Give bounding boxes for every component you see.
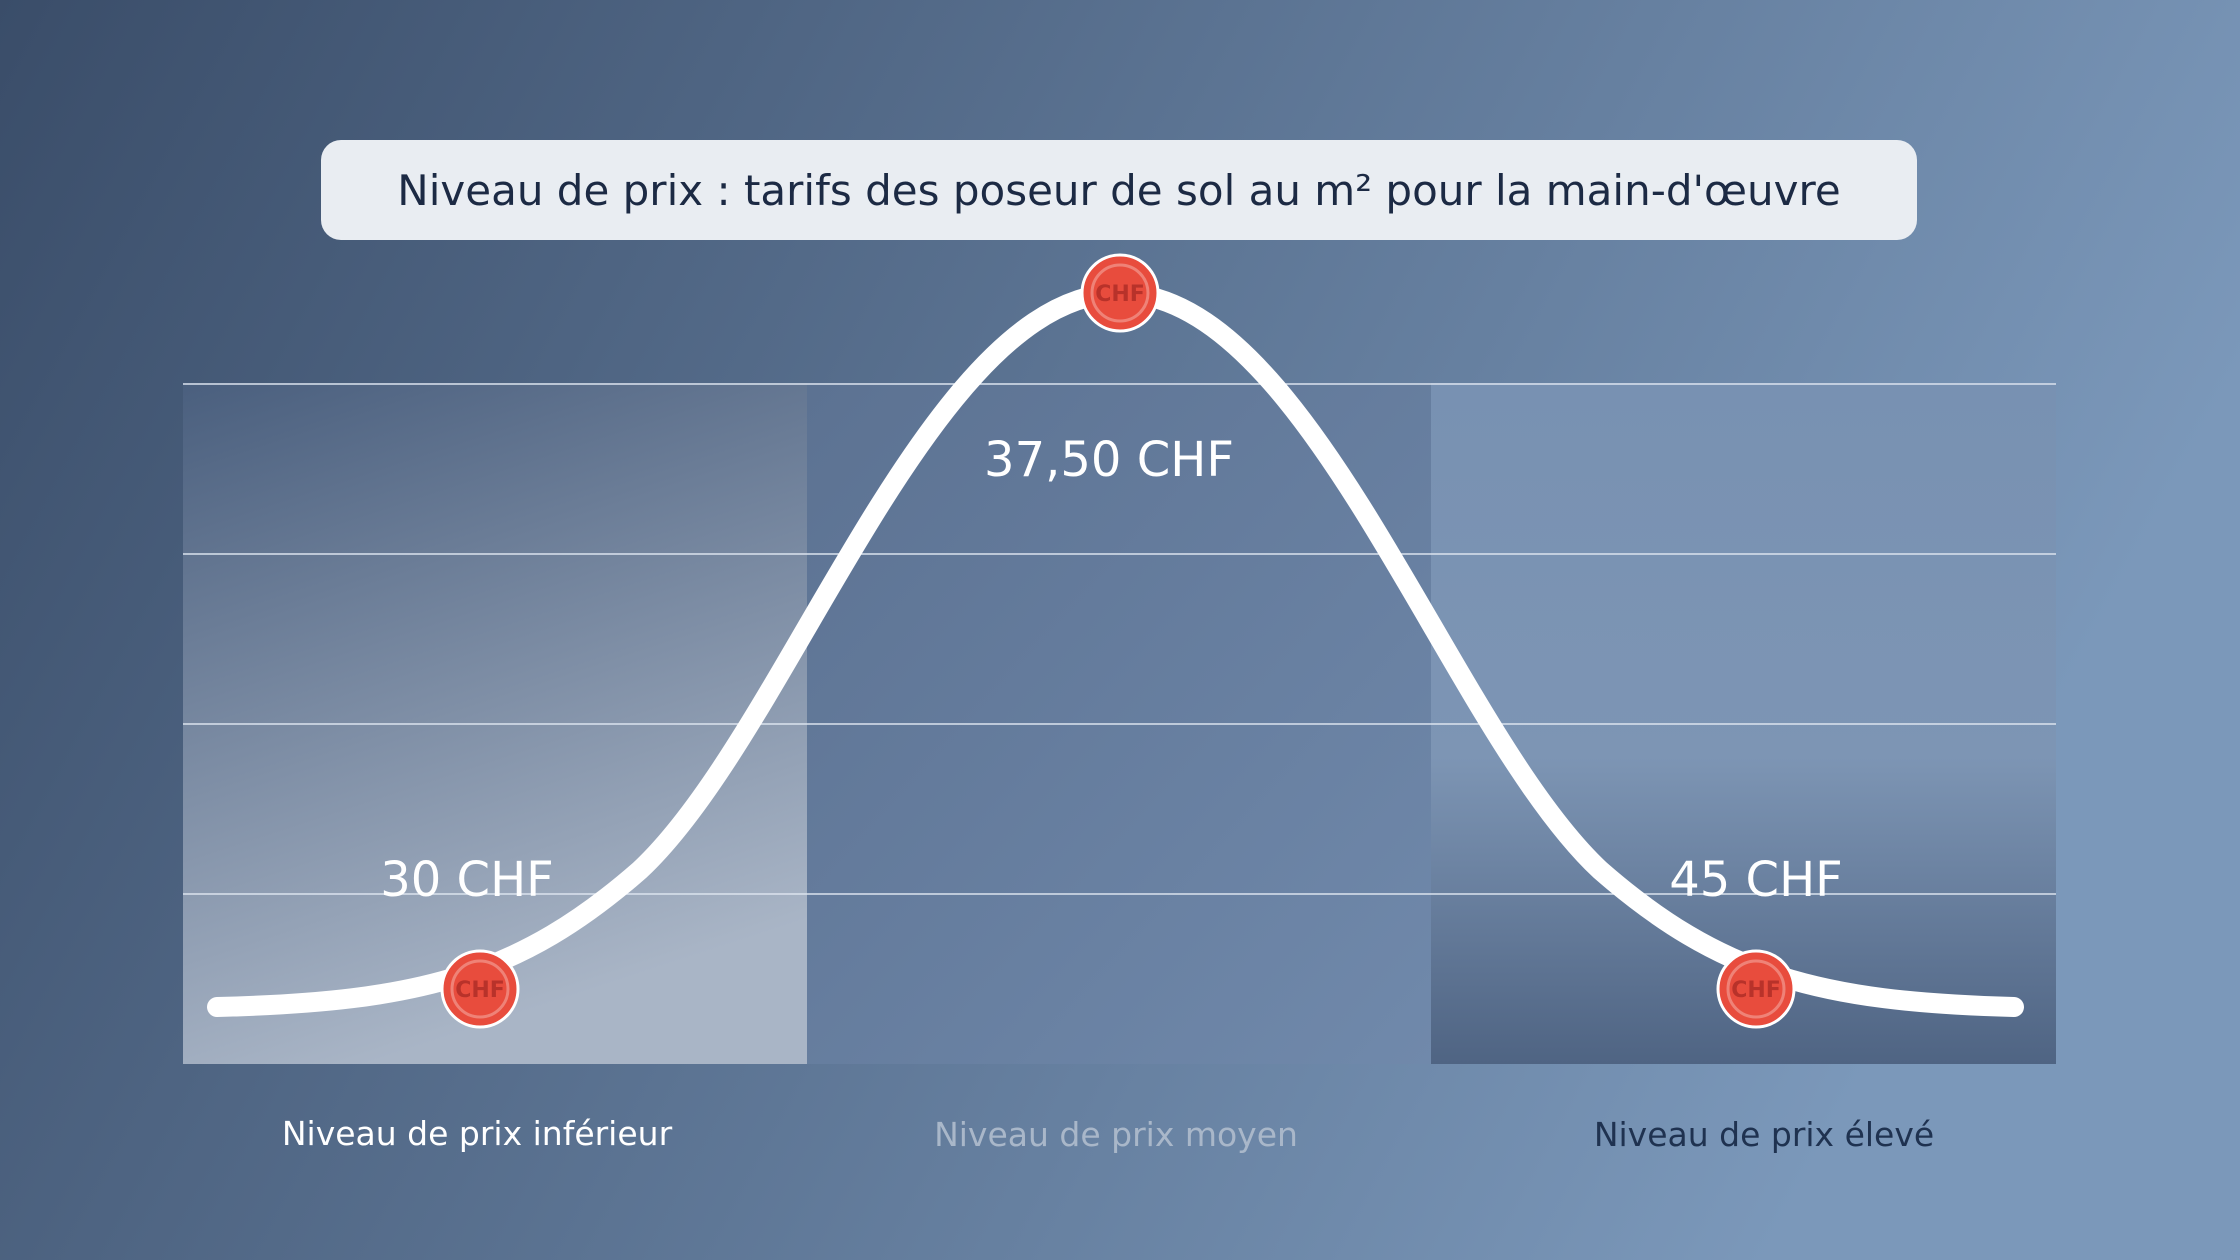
marker-inner	[1090, 263, 1150, 323]
level-label: Niveau de prix moyen	[934, 1115, 1298, 1154]
price-label: 30 CHF	[380, 852, 554, 908]
marker-label: CHF	[455, 978, 505, 1003]
price-label: 45 CHF	[1669, 852, 1843, 908]
title: Niveau de prix : tarifs des poseur de so…	[397, 166, 1840, 215]
grid	[183, 383, 2056, 895]
level-label: Niveau de prix élevé	[1594, 1115, 1934, 1154]
marker-label: CHF	[1731, 978, 1781, 1003]
marker-inner	[1726, 959, 1786, 1019]
marker-ring	[1716, 949, 1796, 1029]
title-box	[321, 140, 1917, 240]
marker: CHF	[1716, 949, 1796, 1029]
price-label: 37,50 CHF	[984, 432, 1234, 488]
marker: CHF	[440, 949, 520, 1029]
marker-ring	[1080, 253, 1160, 333]
level-label: Niveau de prix inférieur	[282, 1114, 673, 1153]
marker: CHF	[1080, 253, 1160, 333]
marker-inner	[450, 959, 510, 1019]
marker-ring	[440, 949, 520, 1029]
marker-label: CHF	[1095, 282, 1145, 307]
